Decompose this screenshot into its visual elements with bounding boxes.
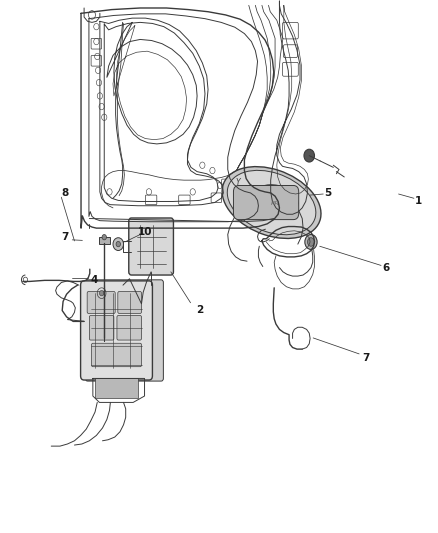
FancyBboxPatch shape <box>118 292 141 313</box>
Text: 10: 10 <box>138 227 153 237</box>
Ellipse shape <box>249 192 272 208</box>
Bar <box>95 378 138 398</box>
Bar <box>99 237 110 244</box>
FancyBboxPatch shape <box>129 218 173 275</box>
FancyBboxPatch shape <box>89 316 114 340</box>
Text: 6: 6 <box>383 263 390 272</box>
FancyBboxPatch shape <box>81 281 152 380</box>
Circle shape <box>113 238 124 251</box>
FancyBboxPatch shape <box>233 185 299 220</box>
FancyBboxPatch shape <box>87 292 115 313</box>
Text: 7: 7 <box>61 232 68 242</box>
FancyBboxPatch shape <box>85 280 163 381</box>
Circle shape <box>304 149 314 162</box>
Text: 8: 8 <box>61 188 68 198</box>
Circle shape <box>116 241 120 247</box>
Text: 5: 5 <box>324 188 331 198</box>
Ellipse shape <box>222 167 321 238</box>
Circle shape <box>307 238 314 246</box>
Circle shape <box>102 235 106 240</box>
FancyBboxPatch shape <box>117 316 141 340</box>
Text: 4: 4 <box>91 275 98 285</box>
FancyBboxPatch shape <box>92 343 141 367</box>
Text: 1: 1 <box>415 197 422 206</box>
Circle shape <box>99 290 104 296</box>
Ellipse shape <box>254 185 298 215</box>
Text: Y: Y <box>235 178 240 187</box>
Ellipse shape <box>227 171 316 235</box>
Text: 7: 7 <box>362 353 369 363</box>
Text: RR: RR <box>271 201 279 206</box>
Text: 2: 2 <box>196 305 203 315</box>
Circle shape <box>305 235 317 249</box>
